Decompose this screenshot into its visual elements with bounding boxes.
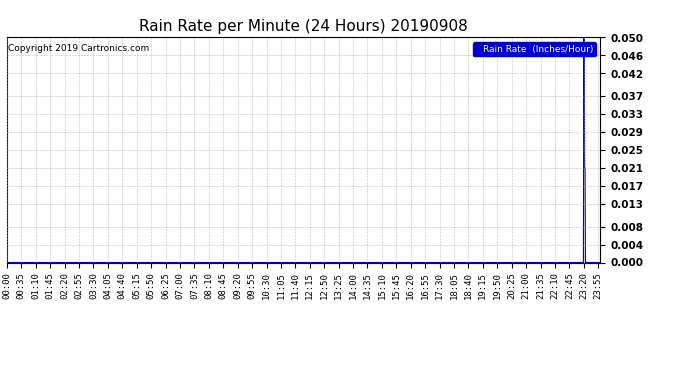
Title: Rain Rate per Minute (24 Hours) 20190908: Rain Rate per Minute (24 Hours) 20190908: [139, 18, 468, 33]
Legend: Rain Rate  (Inches/Hour): Rain Rate (Inches/Hour): [473, 42, 595, 56]
Text: Copyright 2019 Cartronics.com: Copyright 2019 Cartronics.com: [8, 44, 149, 53]
